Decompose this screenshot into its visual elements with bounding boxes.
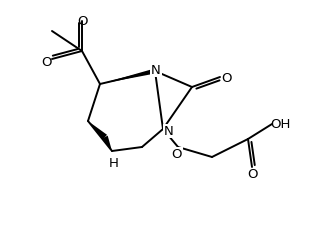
Text: O: O xyxy=(172,148,182,161)
Text: O: O xyxy=(248,168,258,181)
Text: O: O xyxy=(41,55,51,68)
Polygon shape xyxy=(100,69,156,85)
Text: O: O xyxy=(221,71,231,84)
Polygon shape xyxy=(88,121,107,140)
Text: N: N xyxy=(151,64,161,77)
Text: H: H xyxy=(109,157,119,170)
Text: OH: OH xyxy=(270,118,290,131)
Polygon shape xyxy=(102,136,112,151)
Text: N: N xyxy=(164,125,174,138)
Text: O: O xyxy=(77,15,87,27)
